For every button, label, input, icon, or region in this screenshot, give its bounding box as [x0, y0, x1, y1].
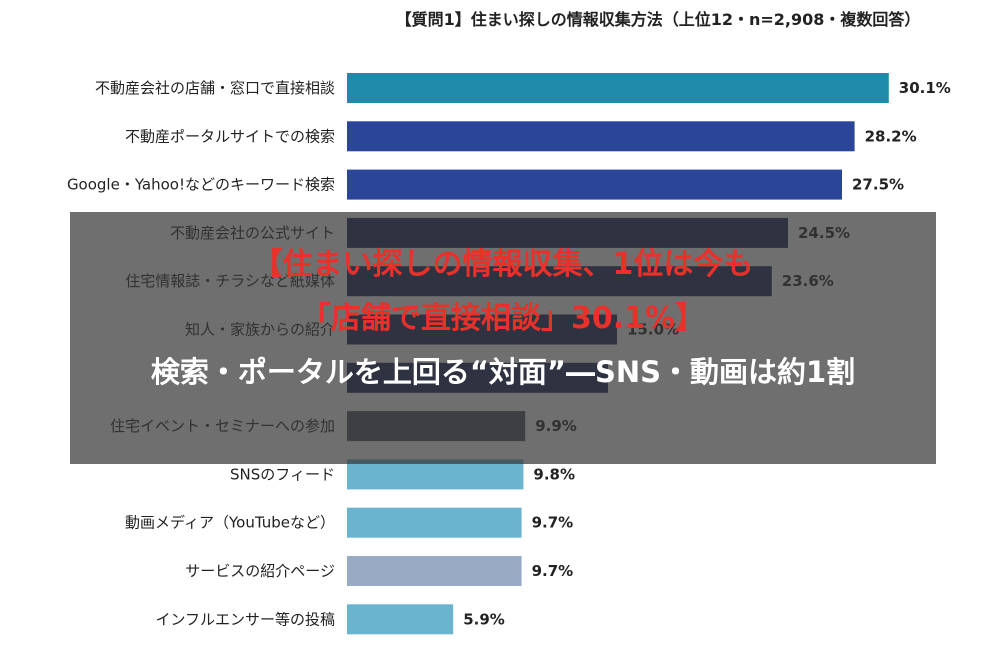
- headline-line-3: 検索・ポータルを上回る“対面”―SNS・動画は約1割: [150, 355, 856, 389]
- category-label: SNSのフィード: [230, 465, 335, 483]
- bar: [347, 169, 842, 200]
- category-label: サービスの紹介ページ: [185, 562, 335, 580]
- headline-overlay: 【住まい探しの情報収集、1位は今も 「店舗で直接相談」30.1%】 検索・ポータ…: [70, 212, 936, 464]
- headline-line-2: 「店舗で直接相談」30.1%】: [300, 301, 706, 336]
- bar: [347, 507, 522, 538]
- category-label: インフルエンサー等の投稿: [155, 610, 335, 628]
- bar: [347, 121, 855, 152]
- value-label: 27.5%: [852, 176, 904, 194]
- value-label: 28.2%: [865, 127, 917, 145]
- headline-line-1: 【住まい探しの情報収集、1位は今も: [252, 247, 754, 282]
- chart-title: 【質問1】住まい探しの情報収集方法（上位12・n=2,908・複数回答）: [396, 10, 921, 29]
- value-label: 30.1%: [899, 79, 951, 97]
- bar: [347, 73, 889, 103]
- value-label: 5.9%: [463, 610, 505, 628]
- category-label: 不動産会社の店舗・窓口で直接相談: [95, 79, 335, 97]
- category-label: 動画メディア（YouTubeなど）: [125, 514, 335, 532]
- bar: [347, 556, 522, 586]
- value-label: 9.8%: [533, 465, 575, 483]
- bar: [347, 604, 454, 635]
- bar: [347, 459, 524, 490]
- category-label: Google・Yahoo!などのキーワード検索: [67, 176, 335, 194]
- value-label: 9.7%: [532, 562, 574, 580]
- value-label: 9.7%: [532, 514, 574, 532]
- category-label: 不動産ポータルサイトでの検索: [125, 127, 335, 145]
